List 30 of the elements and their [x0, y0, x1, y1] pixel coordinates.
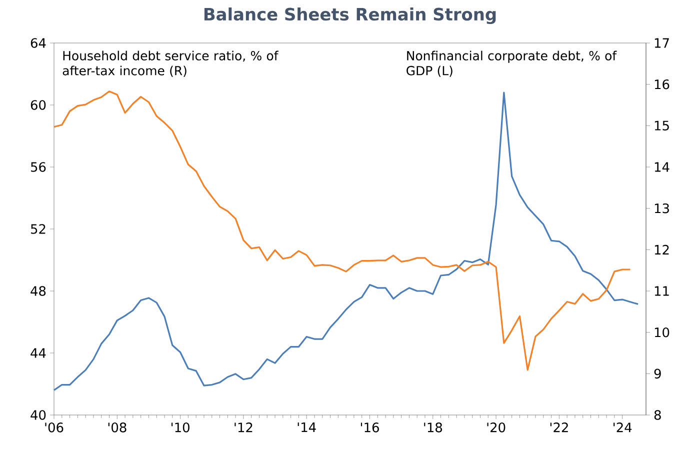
y2-tick-label: 13	[654, 203, 669, 214]
x-tick-label: '06	[45, 422, 64, 432]
y2-tick-label: 9	[654, 368, 661, 379]
y2-tick-label: 11	[654, 286, 669, 296]
x-tick-label: '18	[424, 422, 442, 432]
y2-tick-label: 16	[654, 79, 670, 90]
x-tick-label: '08	[108, 422, 126, 432]
y-tick-label: 56	[31, 162, 46, 172]
x-tick-label: '14	[298, 422, 316, 432]
y2-tick-label: 14	[654, 162, 670, 172]
x-tick-label: '20	[487, 422, 506, 432]
y2-tick-label: 12	[654, 244, 669, 254]
x-tick-label: '10	[172, 422, 190, 432]
y-tick-label: 60	[30, 100, 46, 110]
y2-tick-label: 10	[654, 327, 670, 338]
x-tick-label: '12	[234, 422, 252, 432]
y2-tick-label: 15	[654, 120, 669, 130]
y2-tick-label: 8	[654, 410, 661, 420]
x-tick-label: '22	[550, 422, 568, 432]
y-tick-label: 44	[30, 348, 46, 358]
y-tick-label: 40	[30, 410, 46, 420]
y-tick-label: 48	[30, 286, 46, 296]
annotation: Household debt service ratio, % of after-tax income (R)	[62, 50, 278, 77]
x-tick-label: '24	[614, 422, 632, 432]
chart-title: Balance Sheets Remain Strong	[204, 8, 496, 24]
x-tick-label: '16	[360, 422, 379, 432]
y-tick-label: 52	[31, 224, 46, 234]
y2-tick-label: 17	[654, 38, 669, 48]
annotation: Nonfinancial corporate debt, % of GDP (L)	[406, 50, 617, 77]
y-tick-label: 64	[30, 38, 46, 48]
